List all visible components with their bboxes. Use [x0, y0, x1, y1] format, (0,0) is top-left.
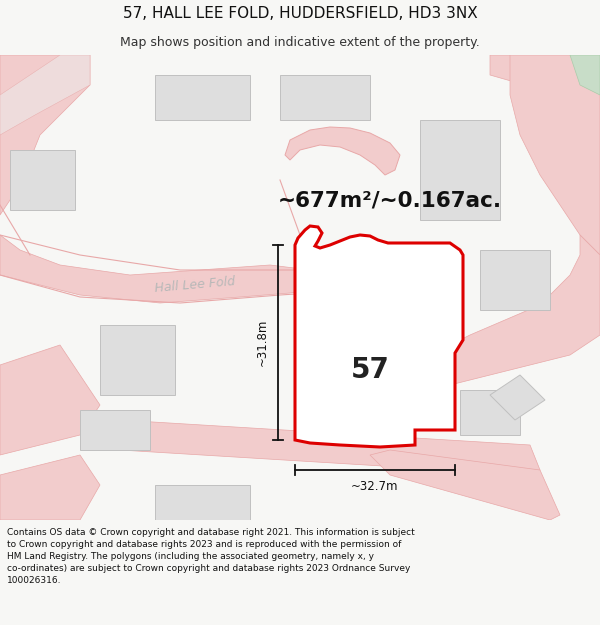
Polygon shape — [510, 55, 600, 255]
Text: ~32.7m: ~32.7m — [351, 481, 399, 494]
Polygon shape — [100, 325, 175, 395]
Text: ~31.8m: ~31.8m — [256, 319, 269, 366]
Polygon shape — [100, 420, 540, 475]
Polygon shape — [10, 150, 75, 210]
Text: Map shows position and indicative extent of the property.: Map shows position and indicative extent… — [120, 36, 480, 49]
Polygon shape — [155, 75, 250, 120]
Polygon shape — [370, 450, 560, 520]
Polygon shape — [420, 120, 500, 220]
Polygon shape — [0, 345, 100, 455]
Polygon shape — [490, 375, 545, 420]
Polygon shape — [0, 55, 90, 135]
Text: ~677m²/~0.167ac.: ~677m²/~0.167ac. — [278, 190, 502, 210]
Text: 57: 57 — [350, 356, 389, 384]
Polygon shape — [155, 485, 250, 520]
Polygon shape — [80, 410, 150, 450]
Polygon shape — [0, 55, 90, 215]
Polygon shape — [0, 235, 310, 303]
Polygon shape — [0, 455, 100, 520]
Polygon shape — [480, 250, 550, 310]
Text: Contains OS data © Crown copyright and database right 2021. This information is : Contains OS data © Crown copyright and d… — [7, 528, 415, 584]
Polygon shape — [430, 235, 600, 385]
Polygon shape — [330, 315, 420, 400]
Text: Hall Lee Fold: Hall Lee Fold — [154, 275, 236, 295]
Polygon shape — [285, 127, 400, 175]
Polygon shape — [295, 226, 463, 447]
Polygon shape — [460, 390, 520, 435]
Polygon shape — [280, 75, 370, 120]
Polygon shape — [490, 55, 600, 115]
Text: 57, HALL LEE FOLD, HUDDERSFIELD, HD3 3NX: 57, HALL LEE FOLD, HUDDERSFIELD, HD3 3NX — [122, 6, 478, 21]
Polygon shape — [570, 55, 600, 95]
